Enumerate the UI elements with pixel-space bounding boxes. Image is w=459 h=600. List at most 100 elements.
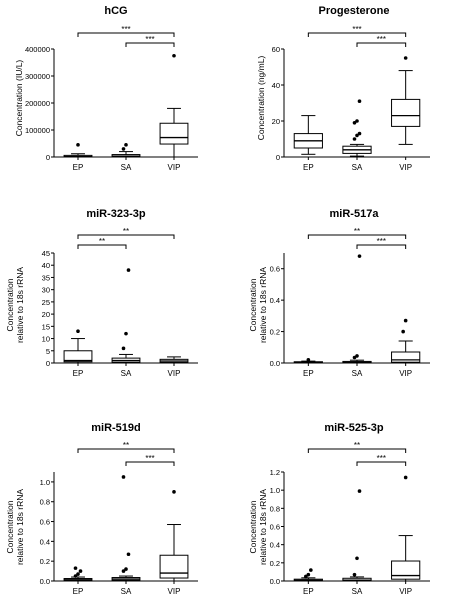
outlier-point (121, 147, 126, 151)
x-tick-label: SA (352, 369, 363, 378)
y-tick-label: 40 (42, 261, 50, 270)
significance-bracket (307, 32, 407, 37)
significance-label: *** (377, 35, 386, 44)
x-tick-label: VIP (399, 163, 412, 172)
box-vip (391, 560, 421, 580)
x-tick-label: EP (73, 163, 84, 172)
outlier-point (124, 143, 128, 147)
outlier-point (355, 133, 359, 138)
y-tick-label: 0.0 (270, 577, 280, 586)
x-tick-label: SA (121, 369, 132, 378)
x-tick-label: VIP (168, 163, 181, 172)
outlier-point (304, 574, 308, 579)
significance-bracket (77, 448, 175, 453)
outlier-point (76, 572, 80, 576)
outlier-point (355, 556, 359, 561)
y-tick-label: 0.2 (40, 557, 50, 566)
panel-title-mir-525-3p: miR-525-3p (324, 422, 384, 434)
x-tick-label: EP (73, 587, 84, 596)
outlier-point (357, 489, 362, 493)
x-tick-label: VIP (399, 369, 412, 378)
significance-bracket (356, 42, 407, 47)
significance-bracket (77, 244, 127, 249)
significance-label: *** (121, 25, 130, 34)
y-tick-label: 400000 (25, 45, 50, 54)
outlier-point (73, 574, 78, 578)
y-tick-label: 10 (42, 335, 50, 344)
y-tick-label: 0 (46, 153, 50, 162)
y-tick-label: 0.6 (40, 518, 50, 527)
outlier-point (357, 131, 362, 136)
outlier-point (401, 329, 405, 334)
panel-title-progesterone: Progesterone (318, 5, 390, 17)
outlier-point (306, 358, 311, 362)
x-tick-label: SA (352, 587, 363, 596)
outlier-point (76, 329, 80, 334)
box-vip (159, 122, 189, 145)
outlier-point (121, 569, 126, 573)
box-ep (63, 350, 93, 363)
y-tick-label: 20 (272, 117, 280, 126)
outlier-point (306, 572, 311, 577)
y-tick-label: 0.8 (40, 498, 50, 507)
significance-bracket (307, 234, 407, 239)
y-tick-label: 0.4 (40, 537, 50, 546)
outlier-point (172, 490, 176, 494)
y-tick-label: 0 (46, 359, 50, 368)
y-tick-label: 0.8 (270, 504, 280, 513)
significance-label: ** (123, 441, 129, 450)
significance-label: *** (377, 454, 386, 463)
outlier-point (78, 569, 83, 573)
outlier-point (352, 137, 357, 141)
outlier-point (309, 568, 313, 572)
panel-title-mir-323-3p: miR-323-3p (86, 208, 146, 220)
y-tick-label: 0.4 (270, 296, 280, 305)
y-tick-label: 0.6 (270, 523, 280, 532)
outlier-point (403, 318, 408, 323)
significance-label: ** (99, 237, 105, 246)
y-tick-label: 1.0 (270, 486, 280, 495)
outlier-point (73, 566, 78, 570)
y-tick-label: 35 (42, 273, 50, 282)
x-tick-label: VIP (168, 369, 181, 378)
box-vip (391, 351, 421, 363)
outlier-point (124, 567, 128, 571)
x-tick-label: SA (121, 587, 132, 596)
outlier-point (121, 475, 126, 479)
y-tick-label: 40 (272, 81, 280, 90)
outlier-point (352, 572, 357, 577)
outlier-point (355, 354, 359, 358)
significance-label: ** (123, 227, 129, 236)
significance-label: *** (145, 454, 154, 463)
panel-title-mir-517a: miR-517a (329, 208, 379, 220)
y-tick-label: 0.0 (40, 577, 50, 586)
y-tick-label: 0.0 (270, 359, 280, 368)
outlier-point (357, 254, 362, 258)
x-tick-label: VIP (168, 587, 181, 596)
significance-label: *** (377, 237, 386, 246)
significance-label: *** (352, 25, 361, 34)
x-tick-label: SA (352, 163, 363, 172)
significance-label: ** (354, 441, 360, 450)
box-vip (391, 98, 421, 127)
outlier-point (76, 143, 80, 147)
y-tick-label: 0.2 (270, 328, 280, 337)
outlier-point (126, 268, 131, 272)
outlier-point (403, 56, 408, 60)
x-tick-label: VIP (399, 587, 412, 596)
y-tick-label: 300000 (25, 72, 50, 81)
y-tick-label: 200000 (25, 99, 50, 108)
outlier-point (121, 346, 126, 351)
x-tick-label: EP (73, 369, 84, 378)
x-tick-label: EP (303, 163, 314, 172)
significance-bracket (125, 461, 175, 466)
outlier-point (355, 119, 359, 123)
x-tick-label: EP (303, 369, 314, 378)
y-tick-label: 1.0 (40, 478, 50, 487)
y-tick-label: 0.2 (270, 559, 280, 568)
y-tick-label: 60 (272, 45, 280, 54)
y-tick-label: 5 (46, 347, 50, 356)
panel-title-hcg: hCG (104, 5, 128, 17)
